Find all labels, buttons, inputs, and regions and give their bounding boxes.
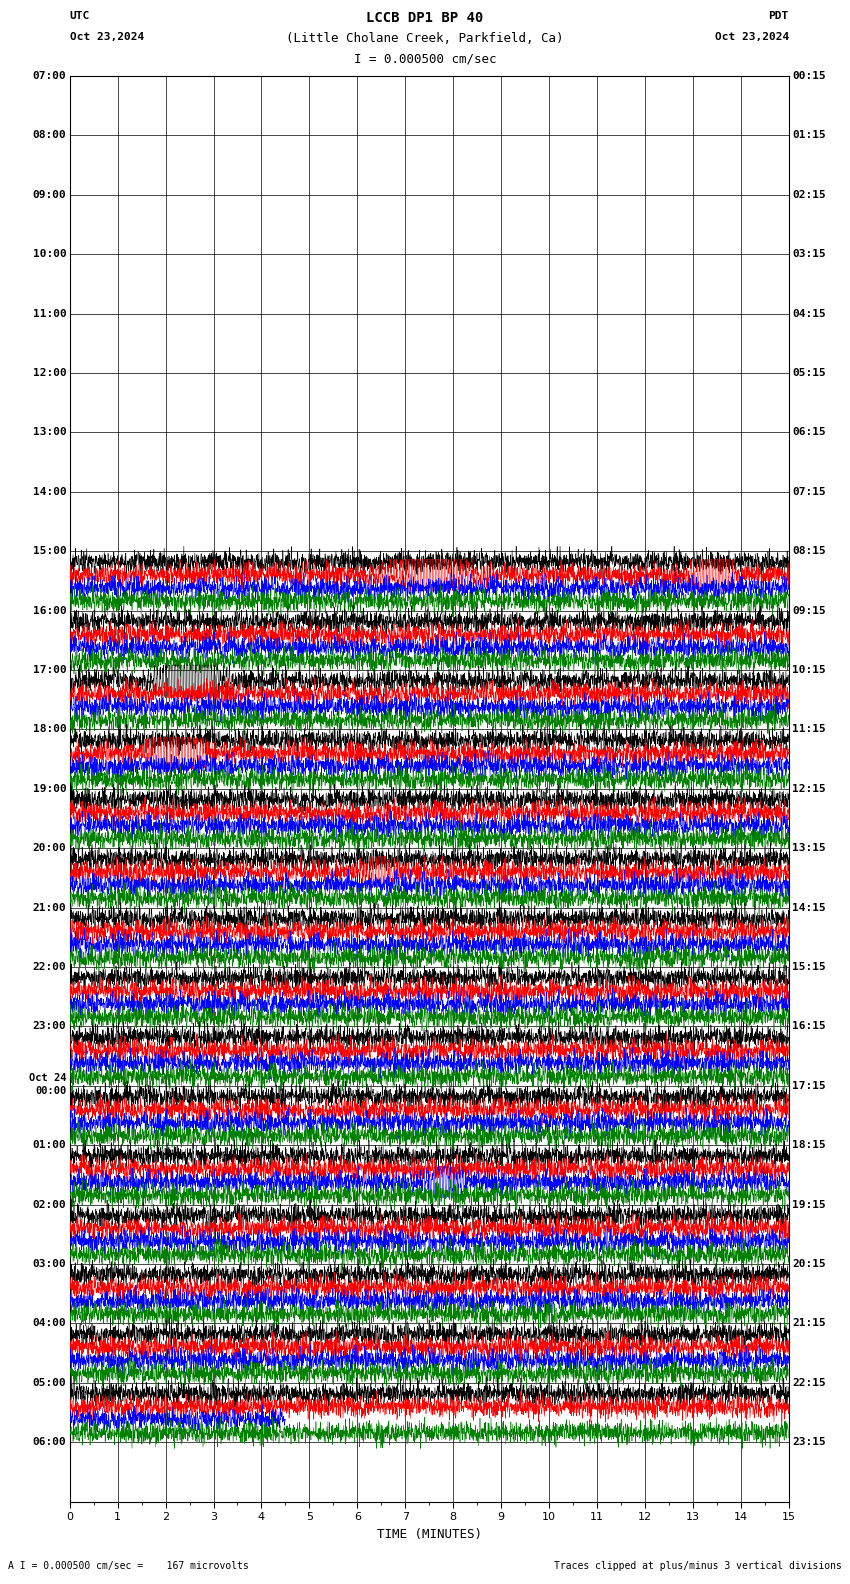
Text: Traces clipped at plus/minus 3 vertical divisions: Traces clipped at plus/minus 3 vertical … (553, 1562, 842, 1571)
Text: 01:15: 01:15 (792, 130, 826, 141)
Text: 09:00: 09:00 (32, 190, 66, 200)
Text: 19:15: 19:15 (792, 1199, 826, 1210)
Text: (Little Cholane Creek, Parkfield, Ca): (Little Cholane Creek, Parkfield, Ca) (286, 32, 564, 44)
Text: 23:00: 23:00 (32, 1022, 66, 1031)
Text: 15:15: 15:15 (792, 961, 826, 973)
Text: 08:15: 08:15 (792, 546, 826, 556)
Text: 17:00: 17:00 (32, 665, 66, 675)
Text: 08:00: 08:00 (32, 130, 66, 141)
Text: 02:15: 02:15 (792, 190, 826, 200)
Text: 14:15: 14:15 (792, 903, 826, 912)
Text: Oct 24: Oct 24 (29, 1072, 66, 1083)
Text: 10:15: 10:15 (792, 665, 826, 675)
Text: 16:15: 16:15 (792, 1022, 826, 1031)
Text: 06:00: 06:00 (32, 1437, 66, 1448)
Text: 00:00: 00:00 (35, 1087, 66, 1096)
Text: Oct 23,2024: Oct 23,2024 (70, 32, 144, 43)
Text: 04:15: 04:15 (792, 309, 826, 318)
X-axis label: TIME (MINUTES): TIME (MINUTES) (377, 1527, 482, 1541)
Text: 17:15: 17:15 (792, 1080, 826, 1091)
Text: 12:00: 12:00 (32, 367, 66, 379)
Text: 21:15: 21:15 (792, 1318, 826, 1329)
Text: 03:00: 03:00 (32, 1259, 66, 1269)
Text: PDT: PDT (768, 11, 789, 22)
Text: 23:15: 23:15 (792, 1437, 826, 1448)
Text: 09:15: 09:15 (792, 605, 826, 616)
Text: 15:00: 15:00 (32, 546, 66, 556)
Text: A I = 0.000500 cm/sec =    167 microvolts: A I = 0.000500 cm/sec = 167 microvolts (8, 1562, 249, 1571)
Text: 18:15: 18:15 (792, 1140, 826, 1150)
Text: 22:15: 22:15 (792, 1378, 826, 1388)
Text: LCCB DP1 BP 40: LCCB DP1 BP 40 (366, 11, 484, 25)
Text: 11:15: 11:15 (792, 724, 826, 735)
Text: Oct 23,2024: Oct 23,2024 (715, 32, 789, 43)
Text: 20:00: 20:00 (32, 843, 66, 854)
Text: 13:15: 13:15 (792, 843, 826, 854)
Text: 12:15: 12:15 (792, 784, 826, 794)
Text: 05:00: 05:00 (32, 1378, 66, 1388)
Text: UTC: UTC (70, 11, 90, 22)
Text: 11:00: 11:00 (32, 309, 66, 318)
Text: 18:00: 18:00 (32, 724, 66, 735)
Text: 20:15: 20:15 (792, 1259, 826, 1269)
Text: 19:00: 19:00 (32, 784, 66, 794)
Text: 06:15: 06:15 (792, 428, 826, 437)
Text: 02:00: 02:00 (32, 1199, 66, 1210)
Text: I = 0.000500 cm/sec: I = 0.000500 cm/sec (354, 52, 496, 65)
Text: 07:15: 07:15 (792, 486, 826, 497)
Text: 16:00: 16:00 (32, 605, 66, 616)
Text: 14:00: 14:00 (32, 486, 66, 497)
Text: 00:15: 00:15 (792, 71, 826, 81)
Text: 07:00: 07:00 (32, 71, 66, 81)
Text: 10:00: 10:00 (32, 249, 66, 260)
Text: 03:15: 03:15 (792, 249, 826, 260)
Text: 21:00: 21:00 (32, 903, 66, 912)
Text: 13:00: 13:00 (32, 428, 66, 437)
Text: 01:00: 01:00 (32, 1140, 66, 1150)
Text: 04:00: 04:00 (32, 1318, 66, 1329)
Text: 05:15: 05:15 (792, 367, 826, 379)
Text: 22:00: 22:00 (32, 961, 66, 973)
